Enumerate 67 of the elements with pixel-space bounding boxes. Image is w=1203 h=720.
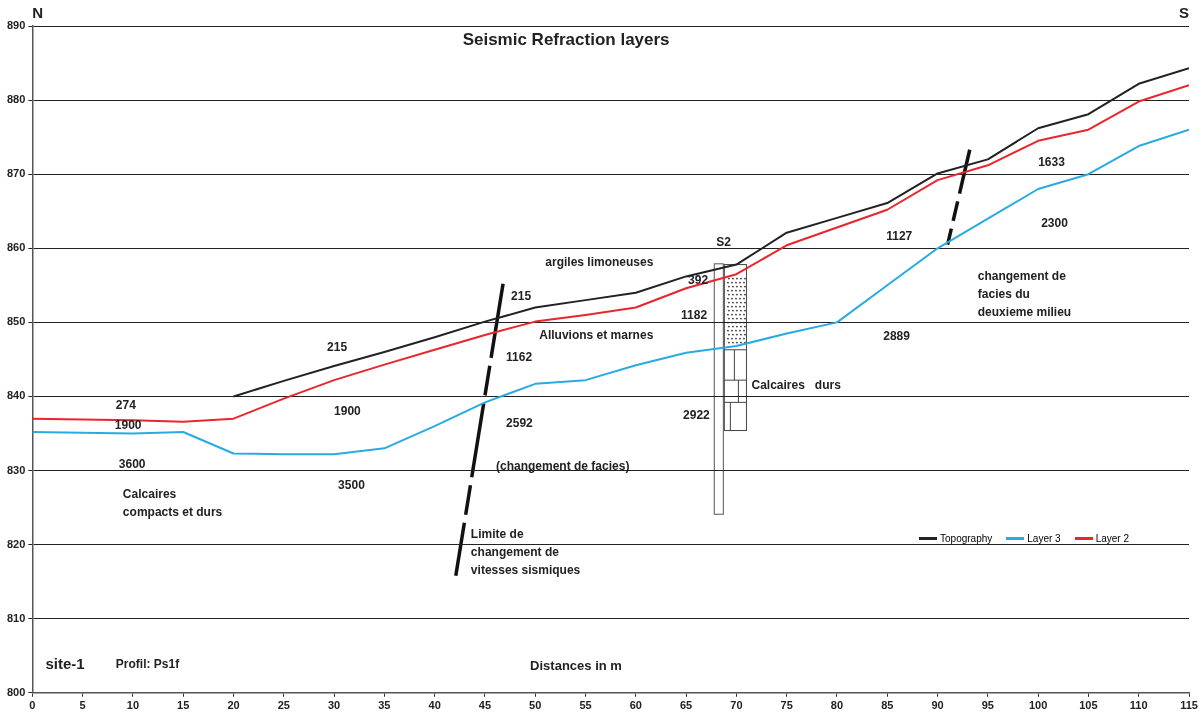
- annotation: 1182: [681, 308, 708, 322]
- annotation: 2922: [683, 408, 711, 423]
- annotation: 2889: [883, 329, 911, 344]
- annotation: Calcaires compacts et durs: [122, 486, 223, 519]
- x-tick-label: 55: [579, 699, 592, 712]
- text: S: [1178, 3, 1189, 21]
- annotation: (changement de facies): [496, 459, 630, 474]
- y-tick-label: 830: [6, 463, 26, 476]
- annotation: 3500: [338, 477, 366, 492]
- annotation: site-1: [45, 654, 85, 672]
- x-tick-label: 60: [629, 699, 642, 712]
- x-tick-label: 85: [881, 699, 894, 712]
- x-tick-label: 115: [1180, 699, 1198, 712]
- annotation: 2300: [1041, 216, 1069, 231]
- annotation: 2592: [506, 416, 534, 431]
- x-tick-label: 25: [277, 699, 290, 712]
- legend-label: Layer 3: [1027, 532, 1061, 544]
- y-tick-label: 880: [6, 93, 26, 106]
- annotation: changement de facies du deuxieme milieu: [977, 269, 1072, 320]
- text: N: [32, 3, 44, 21]
- annotation: Calcaires durs: [751, 377, 842, 392]
- annotation: 215: [327, 339, 348, 354]
- y-tick-label: 800: [6, 685, 26, 698]
- x-tick-label: 40: [428, 699, 441, 712]
- legend-label: Topography: [940, 532, 993, 544]
- legend-label: Layer 2: [1095, 532, 1129, 544]
- x-tick-label: 105: [1079, 699, 1098, 712]
- x-tick-label: 100: [1028, 699, 1048, 712]
- y-tick-label: 860: [6, 241, 26, 254]
- x-axis-title: Distances in m: [530, 658, 622, 674]
- x-tick-label: 5: [79, 699, 86, 712]
- annotation: Profil: Ps1f: [115, 656, 181, 671]
- x-tick-label: 45: [478, 699, 492, 712]
- x-tick-label: 10: [126, 699, 140, 712]
- y-tick-label: 820: [6, 537, 26, 550]
- x-tick-label: 30: [327, 699, 341, 712]
- annotation: 392: [688, 273, 709, 288]
- annotation: 1633: [1038, 155, 1066, 170]
- x-tick-label: 65: [679, 699, 693, 712]
- x-tick-label: 75: [780, 699, 793, 712]
- x-tick-label: 15: [177, 699, 190, 712]
- x-tick-label: 35: [378, 699, 391, 712]
- annotation: 1900: [114, 417, 142, 432]
- annotation: 1162: [506, 350, 533, 365]
- x-tick-label: 70: [730, 699, 743, 712]
- y-tick-label: 840: [6, 389, 26, 402]
- annotation: 274: [115, 398, 137, 413]
- annotation: Alluvions et marnes: [539, 328, 654, 342]
- x-tick-label: 95: [981, 699, 994, 712]
- x-tick-label: 90: [931, 699, 944, 712]
- annotation: S2: [716, 235, 732, 250]
- annotation: 1900: [334, 403, 362, 418]
- x-tick-label: 50: [529, 699, 542, 712]
- y-tick-label: 850: [6, 315, 26, 328]
- annotation: 1127: [886, 229, 913, 244]
- annotation: Limite de changement de vitesses sismiques: [470, 526, 581, 577]
- y-tick-label: 810: [6, 611, 26, 624]
- y-tick-label: 870: [6, 167, 26, 180]
- annotation: argiles limoneuses: [545, 254, 654, 269]
- x-tick-label: 80: [830, 699, 844, 712]
- annotation: 215: [511, 289, 532, 304]
- chart-title: Seismic Refraction layers: [462, 29, 670, 49]
- x-tick-label: 20: [227, 699, 240, 712]
- y-tick-label: 890: [6, 19, 26, 32]
- x-tick-label: 110: [1129, 699, 1148, 712]
- x-tick-label: 0: [29, 699, 36, 712]
- annotation: 3600: [118, 456, 146, 471]
